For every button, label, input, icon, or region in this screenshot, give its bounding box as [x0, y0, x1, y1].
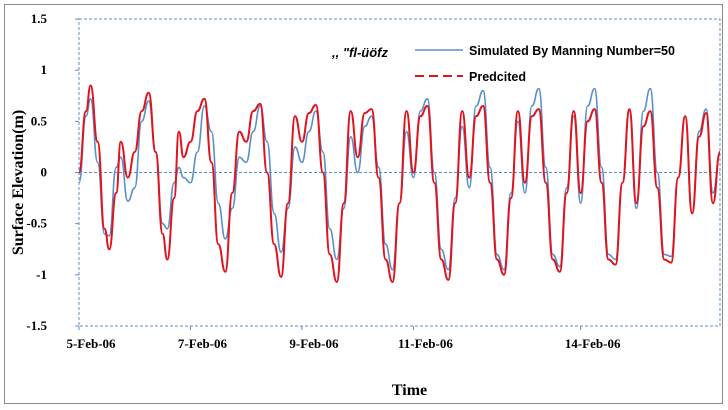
line-chart: -1.5 -1 -0.5 0 0.5 1 1.5 5-Feb-06 7-Feb-06 9-Feb-… [10, 11, 721, 399]
y-axis-title: Surface Elevation(m) [10, 110, 27, 255]
y-tick-label: -0.5 [26, 216, 47, 231]
y-tick-label: -1 [36, 267, 47, 282]
x-tick-label: 7-Feb-06 [178, 336, 228, 351]
x-tick-label: 5-Feb-06 [66, 336, 116, 351]
y-tick-label: 0.5 [31, 113, 48, 128]
x-axis-title: Time [392, 382, 427, 399]
legend-label-predicted: Predcited [469, 70, 526, 84]
x-tick-label: 14-Feb-06 [565, 336, 621, 351]
chart-frame: -1.5 -1 -0.5 0 0.5 1 1.5 5-Feb-06 7-Feb-06 9-Feb-… [4, 4, 723, 404]
y-tick-label: 0 [41, 165, 48, 180]
y-tick-label: 1.5 [31, 11, 48, 26]
x-tick-label: 11-Feb-06 [398, 336, 453, 351]
series-line-predicted [78, 84, 721, 283]
legend-label-simulated: Simulated By Manning Number=50 [469, 44, 675, 58]
legend-glyph-text: ,, "fl-üöfz [331, 45, 388, 60]
x-tick-label: 9-Feb-06 [289, 336, 339, 351]
y-tick-label: 1 [41, 62, 48, 77]
y-tick-label: -1.5 [26, 318, 47, 333]
